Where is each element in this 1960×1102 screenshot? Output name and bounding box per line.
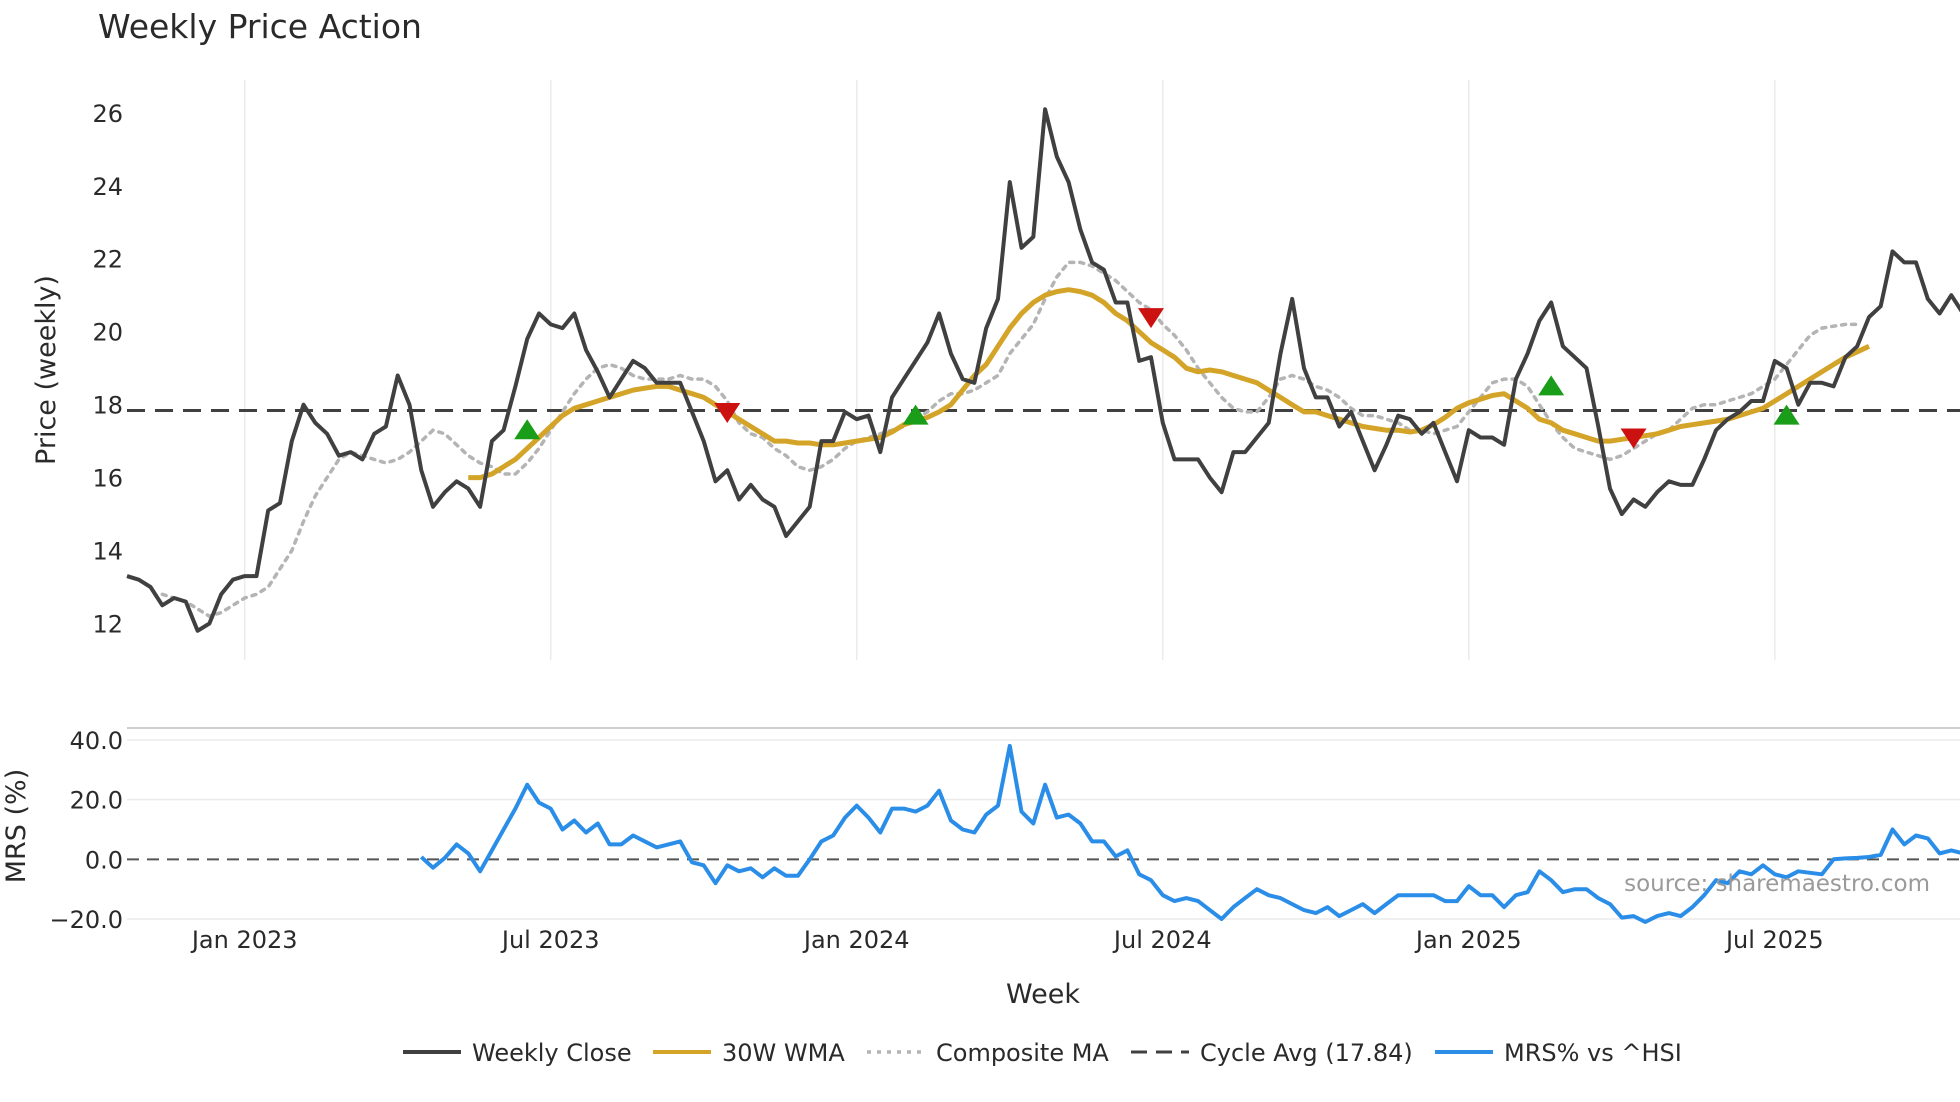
price-y-tick-label: 26 xyxy=(92,100,123,128)
x-tick-label: Jan 2025 xyxy=(1414,926,1522,954)
mrs-y-tick-label: 20.0 xyxy=(70,787,123,815)
sell-signal-marker xyxy=(1137,308,1164,329)
price-grid xyxy=(243,80,1776,660)
x-tick-label: Jan 2024 xyxy=(802,926,910,954)
mrs-line xyxy=(419,743,1960,924)
buy-signal-marker xyxy=(514,419,541,440)
buy-signal-marker xyxy=(902,404,929,425)
buy-signal-marker xyxy=(1773,404,1800,425)
legend-label: Composite MA xyxy=(936,1039,1109,1067)
price-y-tick-label: 14 xyxy=(92,538,123,566)
sell-signal-marker xyxy=(1620,428,1647,449)
price-y-tick-label: 22 xyxy=(92,246,123,274)
mrs-y-ticks: −20.0 0.0 20.0 40.0 xyxy=(49,727,123,934)
mrs-y-axis-label: MRS (%) xyxy=(1,769,32,884)
weekly-close-line xyxy=(126,107,1960,633)
x-tick-label: Jul 2024 xyxy=(1112,926,1212,954)
chart-title: Weekly Price Action xyxy=(98,7,422,46)
x-axis-ticks: Jan 2023 Jul 2023 Jan 2024 Jul 2024 Jan 2025… xyxy=(190,926,1824,954)
price-y-ticks: 12 14 16 18 20 22 24 26 xyxy=(92,100,123,639)
buy-signal-marker xyxy=(1538,375,1565,396)
mrs-y-tick-label: −20.0 xyxy=(49,906,123,934)
price-y-tick-label: 16 xyxy=(92,465,123,493)
x-tick-label: Jul 2025 xyxy=(1724,926,1824,954)
signal-markers xyxy=(514,308,1800,449)
x-tick-label: Jan 2023 xyxy=(190,926,298,954)
composite-ma-line xyxy=(160,260,1859,619)
legend: Weekly Close 30W WMA Composite MA Cycle Avg… xyxy=(403,1039,1682,1067)
legend-label: Weekly Close xyxy=(472,1039,632,1067)
price-y-axis-label: Price (weekly) xyxy=(31,275,62,465)
price-y-tick-label: 20 xyxy=(92,319,123,347)
price-y-tick-label: 12 xyxy=(92,611,123,639)
mrs-y-tick-label: 0.0 xyxy=(85,846,123,874)
legend-label: MRS% vs ^HSI xyxy=(1504,1039,1682,1067)
price-y-tick-label: 18 xyxy=(92,392,123,420)
x-tick-label: Jul 2023 xyxy=(500,926,600,954)
source-annotation: source: sharemaestro.com xyxy=(1624,871,1930,897)
price-y-tick-label: 24 xyxy=(92,173,123,201)
x-axis-label: Week xyxy=(1006,979,1080,1010)
legend-label: 30W WMA xyxy=(722,1039,845,1067)
price-panel: 12 14 16 18 20 22 24 26 Price (weekly) xyxy=(31,80,1960,660)
mrs-panel: −20.0 0.0 20.0 40.0 MRS (%) source: sharema… xyxy=(1,727,1960,934)
legend-label: Cycle Avg (17.84) xyxy=(1200,1039,1413,1067)
mrs-y-tick-label: 40.0 xyxy=(70,727,123,755)
sell-signal-marker xyxy=(714,402,741,423)
